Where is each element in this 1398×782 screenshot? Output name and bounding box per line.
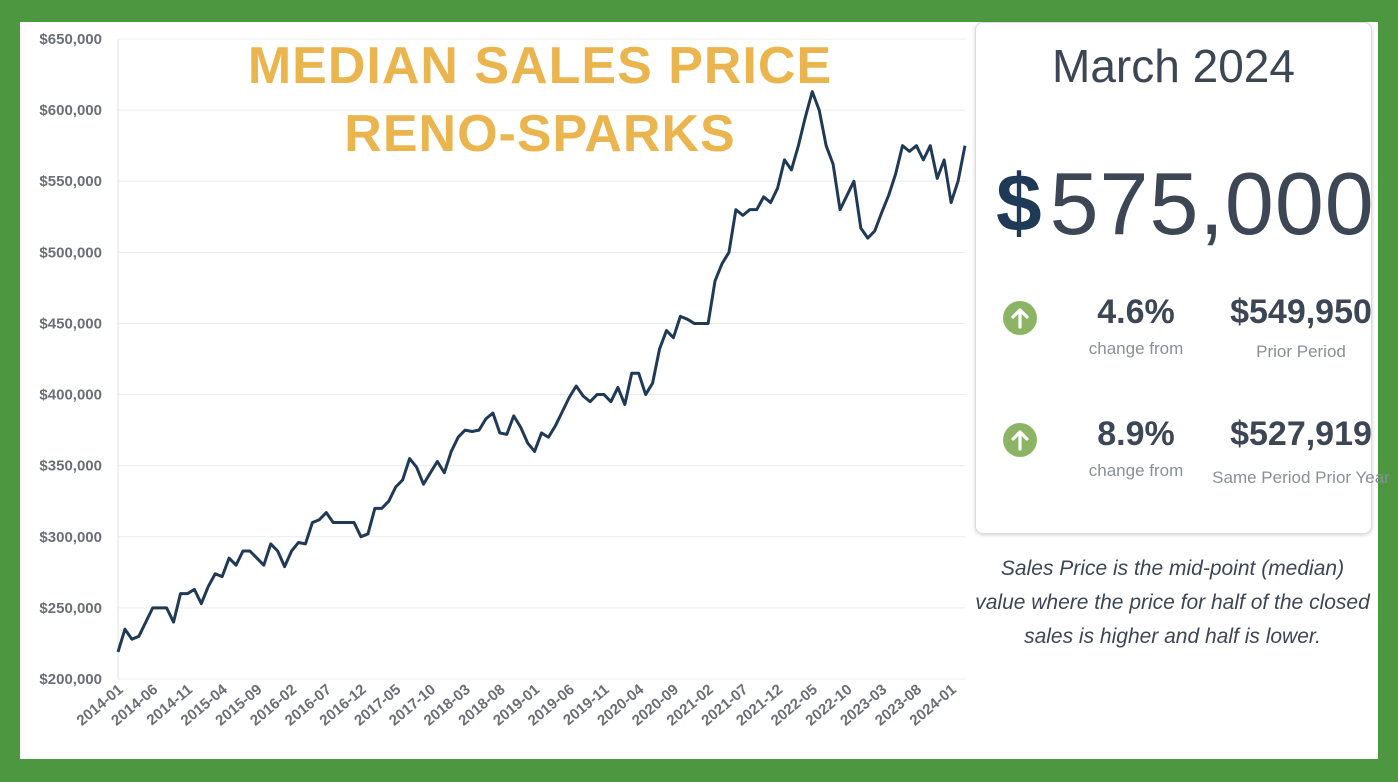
stat-pct: 4.6% [1097,293,1175,331]
stat-pct-label: change from [1088,339,1184,358]
stat-value-label: Prior Period [1256,342,1346,361]
y-tick-label: $450,000 [39,315,102,332]
stat-pct: 8.9% [1097,415,1175,453]
grid-lines [117,38,965,680]
y-tick-label: $400,000 [39,387,102,404]
stat-value: $549,950 [1230,293,1372,331]
line-chart: $200,000 $250,000 $300,000 $350,000 $400,000… [39,31,967,730]
stat-value-label: Same Period Prior Year [1212,468,1390,487]
y-tick-label: $600,000 [39,102,102,119]
stat-pct-label: change from [1088,461,1184,480]
chart-title-line1: MEDIAN SALES PRICE [247,37,833,95]
stat-value: $527,919 [1230,415,1372,453]
summary-card: March 2024 $ 575,000 4.6% change from $5… [975,22,1390,534]
y-tick-label: $550,000 [39,173,102,190]
median-price-value: 575,000 [1049,154,1375,253]
period-label: March 2024 [1052,40,1295,92]
median-price: $ 575,000 [996,153,1374,255]
chart-frame: $200,000 $250,000 $300,000 $350,000 $400,000… [20,22,1390,759]
y-tick-label: $350,000 [39,458,102,475]
definition-note: Sales Price is the mid-point (median) va… [975,557,1370,648]
y-tick-label: $650,000 [39,31,102,48]
y-tick-label: $200,000 [39,671,102,688]
stat-same-period-prior-year: 8.9% change from $527,919 Same Period Pr… [1001,415,1390,505]
arrow-up-icon [1003,423,1037,457]
stat-prior-period: 4.6% change from $549,950 Prior Period [1001,293,1372,383]
y-tick-label: $300,000 [39,529,102,546]
currency-symbol: $ [996,158,1042,249]
arrow-up-icon [1003,301,1037,335]
x-axis: 2014-012014-062014-112015-042015-092016-… [73,681,959,730]
y-axis: $200,000 $250,000 $300,000 $350,000 $400,000… [39,31,102,688]
chart-title-line2: RENO-SPARKS [344,105,736,163]
series-line [116,90,967,653]
y-tick-label: $500,000 [39,244,102,261]
y-tick-label: $250,000 [39,600,102,617]
chart-title: MEDIAN SALES PRICE RENO-SPARKS [140,32,940,168]
